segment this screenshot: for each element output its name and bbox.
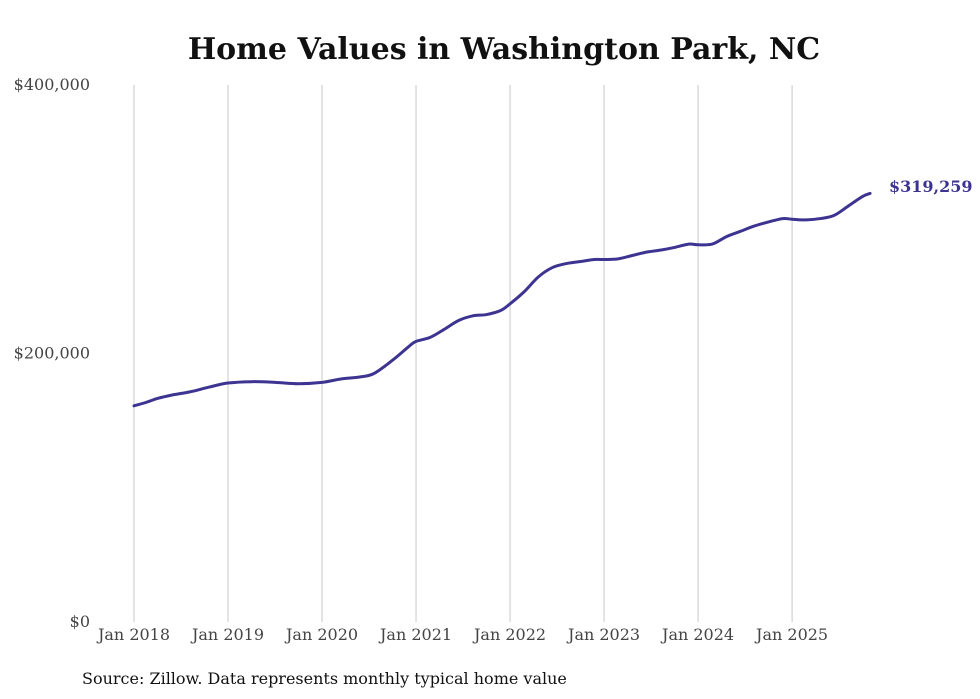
x-tick-label: Jan 2020 [284,625,358,644]
chart-title: Home Values in Washington Park, NC [188,32,820,67]
y-tick-label: $200,000 [14,344,90,363]
x-tick-label: Jan 2023 [566,625,640,644]
series-line-0 [132,191,872,408]
y-tick-label: $0 [70,612,90,631]
x-axis: Jan 2018 Jan 2019 Jan 2020 Jan 2021 Jan 2022… [96,625,828,644]
source-note: Source: Zillow. Data represents monthly … [82,669,567,688]
y-axis: $0 $200,000 $400,000 [14,75,90,631]
x-tick-label: Jan 2022 [472,625,546,644]
x-tick-label: Jan 2019 [190,625,264,644]
x-tick-label: Jan 2024 [660,625,734,644]
x-tick-label: Jan 2018 [96,625,170,644]
x-tick-label: Jan 2021 [378,625,452,644]
series-layer [132,191,872,408]
y-tick-label: $400,000 [14,75,90,94]
x-tick-label: Jan 2025 [754,625,828,644]
end-value-label: $319,259 [889,177,973,196]
gridlines [133,85,793,622]
